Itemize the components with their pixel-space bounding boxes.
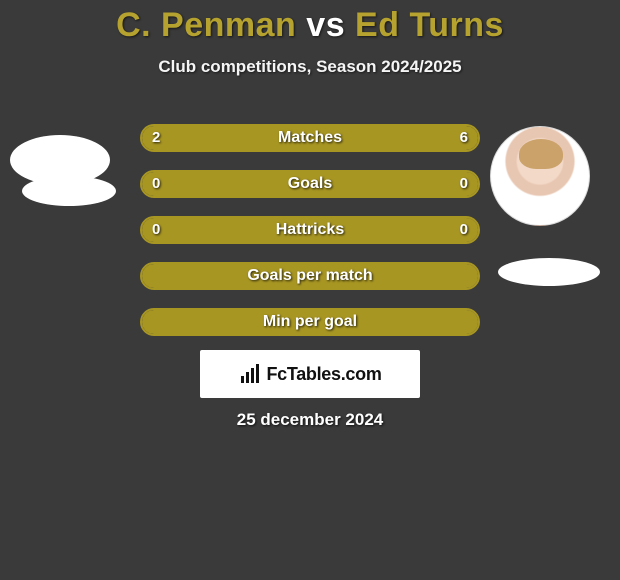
title-vs: vs (306, 6, 345, 44)
subtitle: Club competitions, Season 2024/2025 (0, 57, 620, 77)
player1-shadow-ellipse (22, 176, 116, 206)
bar-row-goals: Goals0 0 (140, 170, 480, 198)
bar-label: Hattricks (142, 218, 478, 242)
bar-row-matches: Matches2 6 (140, 124, 480, 152)
title-player1: C. Penman (116, 6, 306, 44)
bar-value-left: 2 (152, 126, 160, 150)
chart-icon (238, 362, 262, 386)
bar-value-left: 0 (152, 172, 160, 196)
comparison-bars: Matches26Goals00Hattricks00Goals per mat… (140, 124, 480, 354)
bar-value-right: 6 (460, 126, 468, 150)
brand-text: FcTables.com (266, 364, 381, 385)
page-title: C. Penman vs Ed Turns (0, 0, 620, 45)
bar-label: Matches (142, 126, 478, 150)
title-player2: Ed Turns (345, 6, 504, 44)
brand-box: FcTables.com (200, 350, 420, 398)
bar-label: Goals per match (142, 264, 478, 288)
bar-value-left: 0 (152, 218, 160, 242)
date-text: 25 december 2024 (0, 410, 620, 430)
bar-label: Min per goal (142, 310, 478, 334)
bar-row-goals-per-match: Goals per match (140, 262, 480, 290)
player2-shadow-ellipse (498, 258, 600, 286)
bar-row-hattricks: Hattricks0 0 (140, 216, 480, 244)
bar-value-right: 0 (460, 218, 468, 242)
player2-avatar (490, 126, 590, 226)
bar-label: Goals (142, 172, 478, 196)
bar-row-min-per-goal: Min per goal (140, 308, 480, 336)
bar-value-right: 0 (460, 172, 468, 196)
